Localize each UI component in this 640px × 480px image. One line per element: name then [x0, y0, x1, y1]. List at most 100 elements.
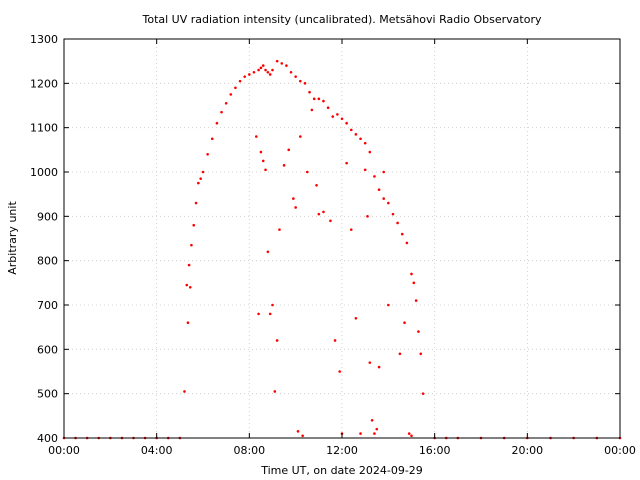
grid-layer: [64, 39, 620, 438]
data-point: [234, 86, 237, 90]
data-point: [329, 219, 332, 223]
data-point: [382, 170, 386, 174]
data-point: [187, 263, 191, 267]
data-point: [299, 79, 302, 83]
data-point: [275, 59, 279, 63]
data-point: [275, 339, 279, 342]
data-point: [278, 228, 281, 231]
data-point: [405, 241, 409, 245]
x-tick-labels: 00:00 04:00 08:00 12:00 16:00 20:00 00:00: [48, 444, 636, 457]
data-point: [294, 206, 297, 209]
data-point: [368, 361, 372, 364]
data-point: [252, 70, 256, 74]
data-point: [299, 135, 302, 138]
data-point: [248, 73, 251, 76]
data-point: [354, 133, 358, 136]
data-point: [194, 201, 198, 205]
data-point: [340, 117, 344, 121]
data-point: [257, 68, 260, 72]
y-tick-label: 1200: [30, 77, 58, 90]
data-point: [410, 272, 413, 276]
data-point: [396, 221, 399, 225]
data-point: [308, 90, 311, 94]
data-point: [305, 170, 309, 174]
y-tick-label: 900: [37, 210, 58, 223]
x-tick-label: 12:00: [326, 444, 358, 457]
data-point: [215, 121, 219, 125]
y-axis-label: Arbitrary unit: [6, 201, 19, 275]
data-point: [410, 434, 413, 438]
data-point: [296, 430, 300, 433]
data-point: [403, 321, 406, 325]
data-point: [282, 164, 286, 167]
data-point: [264, 68, 267, 72]
data-point: [289, 70, 293, 74]
data-point: [363, 168, 367, 172]
data-point: [366, 215, 369, 218]
x-tick-label: 04:00: [141, 444, 173, 457]
data-point: [271, 68, 274, 72]
data-point: [373, 175, 376, 178]
data-point: [359, 137, 362, 141]
data-point: [326, 106, 330, 110]
data-point: [206, 152, 209, 156]
x-tick-label: 00:00: [604, 444, 636, 457]
y-tick-label: 700: [37, 299, 58, 312]
data-point: [398, 352, 402, 356]
data-point: [407, 432, 411, 435]
data-point: [414, 299, 418, 302]
data-point: [287, 148, 291, 152]
axis-ticks: [63, 38, 621, 439]
data-point: [359, 432, 362, 435]
data-point: [271, 303, 274, 307]
x-tick-label: 20:00: [511, 444, 543, 457]
data-point: [266, 70, 270, 74]
data-point: [210, 137, 214, 141]
data-point: [419, 352, 423, 356]
y-tick-label: 1100: [30, 122, 58, 135]
x-tick-label: 16:00: [419, 444, 451, 457]
data-point: [387, 201, 390, 205]
data-point: [268, 312, 272, 316]
data-point: [280, 62, 284, 65]
data-point: [238, 79, 242, 83]
data-point: [373, 432, 376, 435]
y-tick-label: 1300: [30, 33, 58, 46]
data-point: [363, 141, 367, 145]
data-point: [301, 434, 304, 438]
data-point: [261, 64, 265, 67]
data-point: [391, 212, 395, 216]
data-point: [338, 370, 341, 373]
data-point: [229, 93, 233, 96]
data-point: [266, 250, 270, 254]
data-point: [259, 66, 263, 70]
data-point: [377, 188, 381, 192]
data-point: [312, 97, 316, 101]
data-point: [412, 281, 416, 285]
data-point: [375, 427, 379, 431]
data-point: [336, 113, 339, 116]
data-point: [317, 97, 321, 101]
data-point: [294, 75, 297, 78]
data-point: [186, 321, 190, 325]
data-point: [387, 303, 390, 307]
data-point: [192, 223, 196, 227]
data-point: [382, 197, 386, 200]
x-axis-label: Time UT, on date 2024-09-29: [260, 464, 423, 477]
data-point: [315, 184, 318, 187]
y-tick-label: 600: [37, 343, 58, 356]
data-point: [199, 177, 202, 180]
data-point: [254, 135, 258, 138]
data-point: [322, 210, 325, 214]
data-point: [201, 170, 205, 174]
y-tick-labels: 400 500 600 700 800 900 1000 1100 1200 1300: [30, 33, 58, 445]
data-point: [370, 418, 374, 422]
data-point: [354, 317, 358, 320]
y-tick-label: 400: [37, 432, 58, 445]
data-point: [310, 108, 314, 112]
data-point: [345, 161, 348, 165]
data-point: [400, 232, 404, 236]
data-point: [190, 243, 193, 247]
